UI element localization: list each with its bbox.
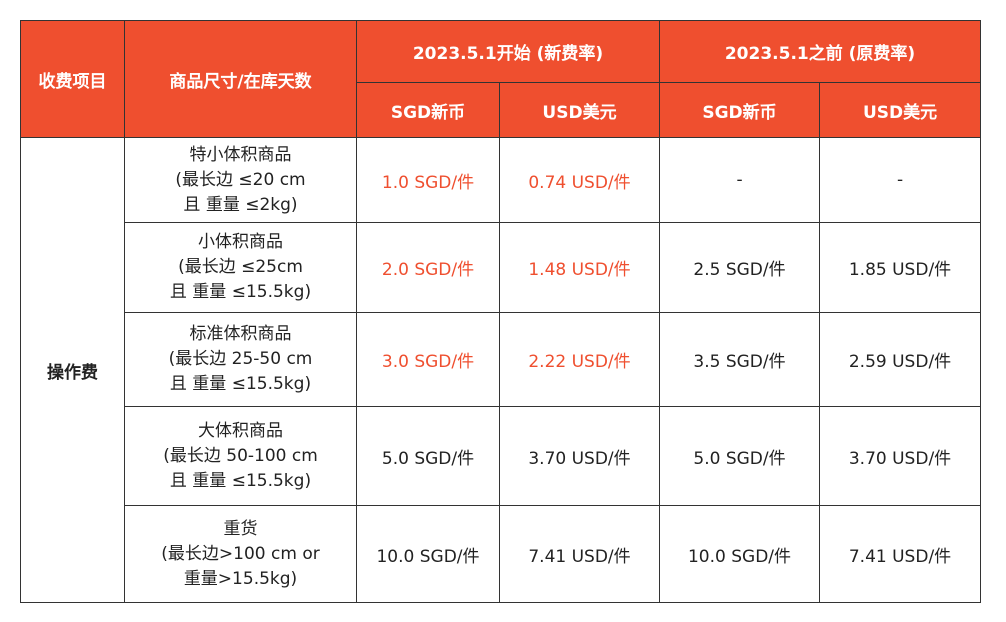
size-dimension: (最长边 ≤20 cm [175,169,306,190]
new-usd-cell: 7.41 USD/件 [498,505,661,603]
old-usd-cell: 2.59 USD/件 [819,312,982,407]
header-fee-item: 收费项目 [20,20,125,138]
size-weight: 重量>15.5kg) [183,568,298,589]
old-sgd-cell: 10.0 SGD/件 [659,505,821,603]
header-group-old-rate: 2023.5.1之前 (原费率) [659,20,982,83]
header-row-2: SGD新币 USD美元 SGD新币 USD美元 [21,82,982,138]
old-sgd-cell: 5.0 SGD/件 [659,406,821,506]
size-cell: 大体积商品 (最长边 50-100 cm 且 重量 ≤15.5kg) [124,406,357,506]
new-usd-cell: 1.48 USD/件 [498,222,661,313]
size-name: 特小体积商品 [189,144,292,165]
size-dimension: (最长边 25-50 cm [168,349,313,369]
size-name: 重货 [223,518,258,539]
table-row: 大体积商品 (最长边 50-100 cm 且 重量 ≤15.5kg) 5.0 S… [21,406,982,506]
size-name: 大体积商品 [198,420,283,441]
size-weight: 且 重量 ≤15.5kg) [169,470,312,491]
new-usd-cell: 0.74 USD/件 [498,137,661,223]
fee-table: 收费项目 商品尺寸/在库天数 2023.5.1开始 (新费率) 2023.5.1… [20,20,982,603]
size-name: 标准体积商品 [189,324,292,344]
header-group-new-rate: 2023.5.1开始 (新费率) [355,20,661,83]
size-cell: 特小体积商品 (最长边 ≤20 cm 且 重量 ≤2kg) [124,137,357,223]
old-sgd-cell: 3.5 SGD/件 [659,312,821,407]
new-usd-cell: 3.70 USD/件 [498,406,661,506]
header-new-sgd: SGD新币 [356,82,500,138]
size-weight: 且 重量 ≤15.5kg) [169,374,312,394]
size-weight: 且 重量 ≤2kg) [183,194,298,215]
table-row: 标准体积商品 (最长边 25-50 cm 且 重量 ≤15.5kg) 3.0 S… [21,312,982,407]
size-cell: 小体积商品 (最长边 ≤25cm 且 重量 ≤15.5kg) [124,222,357,313]
size-dimension: (最长边 ≤25cm [178,257,303,277]
new-sgd-cell: 3.0 SGD/件 [356,312,500,407]
size-name: 小体积商品 [198,232,283,252]
new-sgd-cell: 2.0 SGD/件 [356,222,500,313]
new-sgd-cell: 5.0 SGD/件 [356,406,500,506]
header-old-usd: USD美元 [819,82,982,138]
table-row: 小体积商品 (最长边 ≤25cm 且 重量 ≤15.5kg) 2.0 SGD/件… [21,222,982,313]
size-cell: 重货 (最长边>100 cm or 重量>15.5kg) [124,505,357,603]
header-row-1: 收费项目 商品尺寸/在库天数 2023.5.1开始 (新费率) 2023.5.1… [20,20,982,138]
table-row: 操作费 特小体积商品 (最长边 ≤20 cm 且 重量 ≤2kg) 1.0 SG… [20,137,982,603]
header-old-sgd: SGD新币 [659,82,821,138]
header-new-usd: USD美元 [498,82,661,138]
size-weight: 且 重量 ≤15.5kg) [169,282,312,302]
new-sgd-cell: 10.0 SGD/件 [356,505,500,603]
new-sgd-cell: 1.0 SGD/件 [356,137,500,223]
size-cell: 标准体积商品 (最长边 25-50 cm 且 重量 ≤15.5kg) [124,312,357,407]
old-usd-cell: 3.70 USD/件 [819,406,982,506]
size-dimension: (最长边 50-100 cm [163,445,318,466]
size-dimension: (最长边>100 cm or [161,543,320,564]
new-usd-cell: 2.22 USD/件 [498,312,661,407]
old-usd-cell: 7.41 USD/件 [819,505,982,603]
old-usd-cell: 1.85 USD/件 [819,222,982,313]
old-sgd-cell: 2.5 SGD/件 [659,222,821,313]
table-row: 重货 (最长边>100 cm or 重量>15.5kg) 10.0 SGD/件 … [21,505,982,603]
old-sgd-cell: - [659,137,821,223]
header-size-days: 商品尺寸/在库天数 [124,20,357,138]
old-usd-cell: - [819,137,982,223]
category-cell: 操作费 [20,137,125,603]
